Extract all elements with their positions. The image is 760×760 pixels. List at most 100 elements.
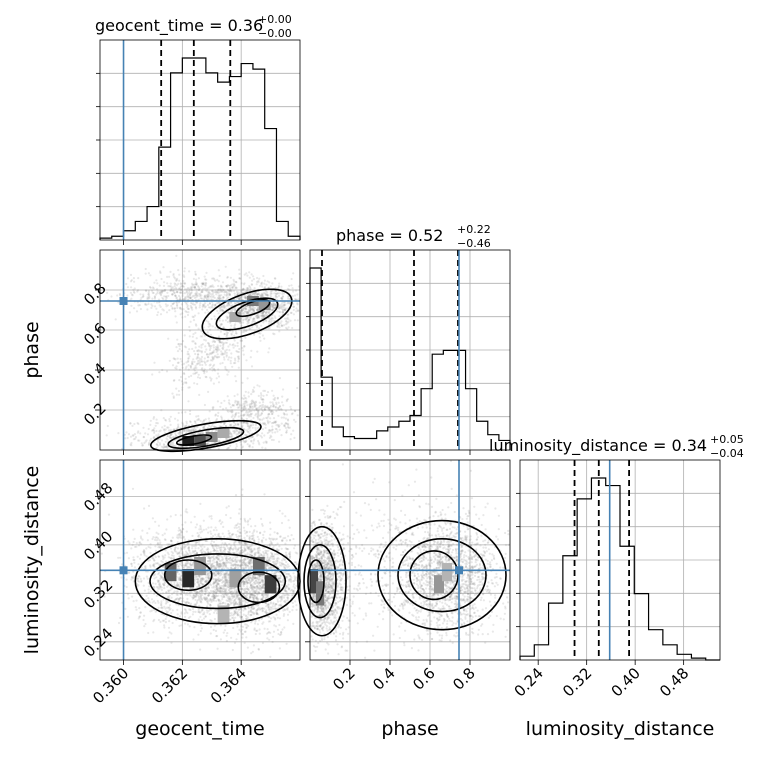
scatter-point [180, 343, 183, 346]
panel-geocent-time-phase: 0.20.40.60.8 [80, 249, 301, 455]
scatter-point [241, 346, 244, 350]
scatter-point [186, 593, 189, 597]
scatter-point [260, 324, 263, 327]
scatter-point [127, 557, 130, 560]
scatter-point [215, 291, 218, 294]
scatter-point [234, 361, 237, 365]
scatter-point [192, 358, 195, 361]
scatter-point [281, 325, 284, 328]
scatter-point [201, 420, 204, 424]
scatter-point [285, 431, 288, 434]
scatter-point [269, 417, 272, 420]
scatter-point [235, 380, 238, 383]
scatter-point [213, 425, 216, 428]
scatter-point [176, 290, 179, 294]
scatter-point [268, 567, 271, 570]
scatter-point [252, 275, 255, 278]
scatter-point [276, 556, 279, 560]
scatter-point [245, 434, 248, 437]
scatter-point [276, 325, 279, 328]
scatter-point [157, 441, 160, 444]
scatter-point [186, 623, 189, 626]
scatter-point [131, 294, 134, 297]
scatter-point [127, 540, 130, 543]
scatter-point [240, 288, 244, 291]
scatter-point [208, 367, 212, 370]
scatter-point [204, 361, 207, 364]
scatter-point [278, 282, 281, 285]
scatter-point [292, 305, 295, 308]
scatter-point [187, 386, 190, 389]
scatter-point [182, 285, 185, 288]
scatter-point [172, 396, 175, 399]
scatter-point [261, 428, 264, 431]
scatter-point [261, 312, 265, 315]
scatter-point [167, 426, 170, 429]
scatter-point [181, 388, 184, 391]
scatter-point [188, 325, 191, 329]
scatter-point [191, 360, 194, 363]
scatter-point [278, 617, 282, 620]
scatter-point [231, 283, 234, 286]
scatter-point [252, 390, 256, 393]
scatter-point [243, 345, 246, 348]
scatter-point [210, 293, 213, 296]
scatter-point [192, 429, 195, 432]
scatter-point [166, 438, 169, 441]
scatter-point [250, 405, 253, 408]
scatter-point [203, 403, 206, 407]
scatter-point [262, 313, 265, 316]
scatter-point [194, 547, 197, 550]
scatter-point [141, 295, 145, 298]
scatter-point [137, 304, 140, 307]
scatter-point [198, 432, 202, 435]
scatter-point [197, 353, 200, 356]
scatter-point [261, 576, 264, 579]
scatter-point [258, 443, 261, 446]
scatter-point [203, 338, 206, 341]
scatter-point [237, 423, 240, 427]
scatter-point [189, 296, 192, 299]
scatter-point [181, 383, 184, 386]
scatter-point [284, 515, 287, 518]
scatter-point [195, 426, 198, 429]
scatter-point [232, 557, 235, 560]
scatter-point [211, 406, 214, 409]
scatter-point [212, 344, 215, 347]
scatter-point [257, 439, 260, 443]
scatter-point [138, 615, 141, 618]
scatter-point [238, 268, 241, 271]
scatter-point [172, 289, 175, 292]
scatter-point [262, 314, 265, 317]
scatter-point [178, 430, 181, 433]
scatter-point [159, 293, 162, 296]
scatter-point [226, 302, 229, 305]
scatter-point [171, 441, 174, 444]
scatter-point [208, 295, 212, 298]
scatter-point [193, 420, 196, 423]
scatter-point [178, 298, 181, 301]
scatter-point [234, 307, 237, 310]
scatter-point [214, 303, 217, 306]
scatter-point [173, 379, 176, 382]
scatter-point [233, 280, 236, 283]
scatter-point [228, 403, 231, 406]
scatter-point [203, 419, 206, 422]
scatter-point [189, 286, 192, 289]
scatter-point [220, 350, 223, 353]
scatter-point [172, 395, 175, 398]
scatter-point [216, 356, 219, 359]
scatter-point [278, 509, 281, 512]
scatter-point [234, 447, 237, 450]
scatter-point [219, 288, 222, 291]
scatter-point [231, 287, 234, 290]
scatter-point [184, 428, 187, 431]
scatter-point [226, 632, 229, 635]
scatter-point [246, 377, 249, 380]
scatter-point [216, 353, 219, 356]
scatter-point [163, 281, 166, 284]
scatter-point [196, 581, 199, 584]
scatter-point [262, 405, 265, 408]
scatter-point [247, 391, 250, 394]
scatter-point [275, 401, 278, 404]
